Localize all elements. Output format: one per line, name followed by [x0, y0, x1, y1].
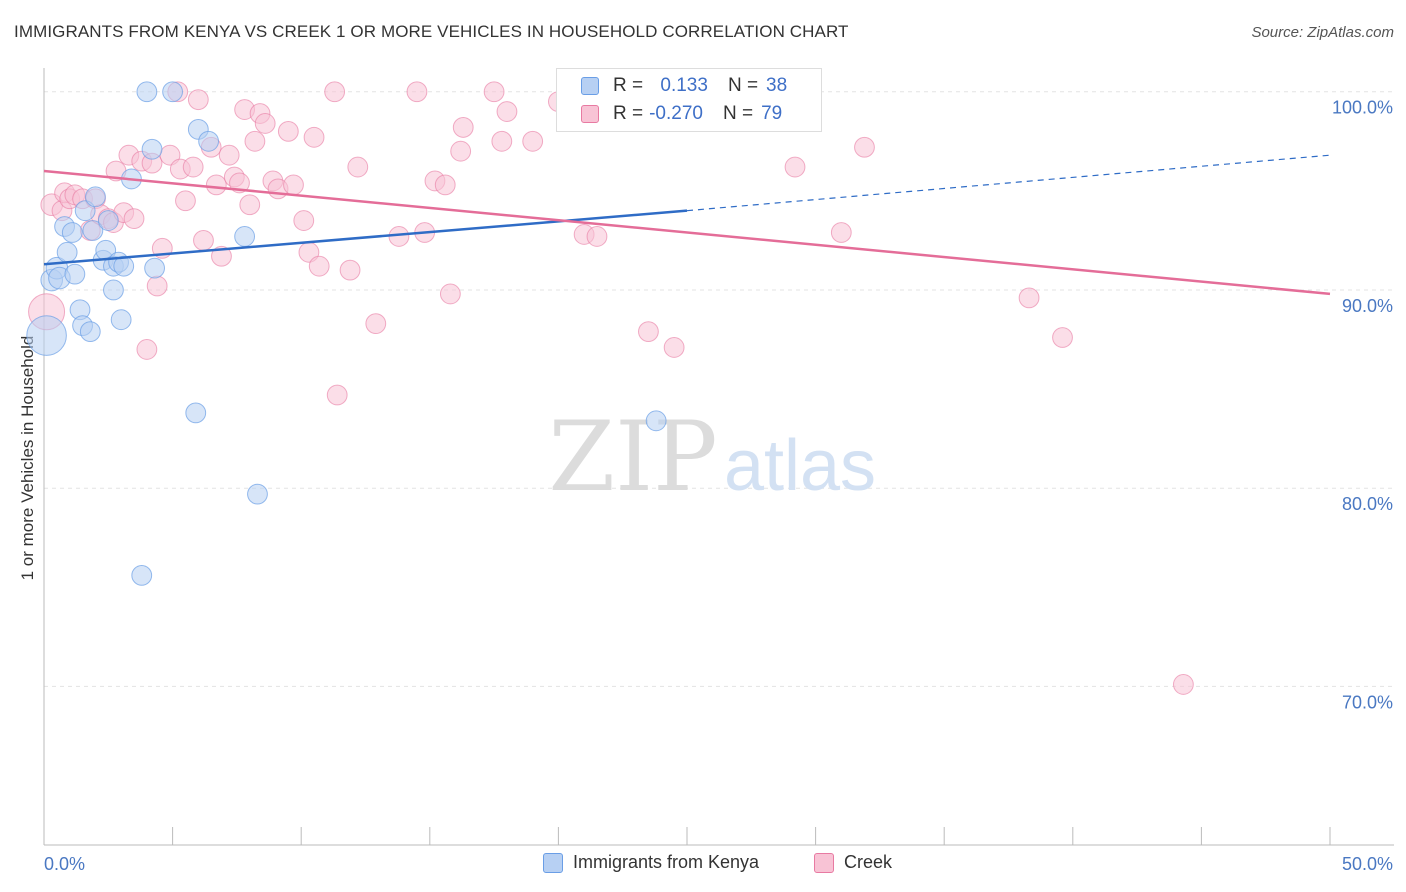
legend-n-value-kenya: 38: [766, 75, 788, 96]
creek-point: [452, 117, 474, 138]
creek-point: [347, 156, 369, 178]
legend-r-label-kenya: R =: [613, 75, 644, 96]
creek-point: [784, 156, 806, 178]
creek-point: [854, 136, 875, 158]
kenya-point: [136, 81, 158, 103]
legend-n-value-creek: 79: [761, 103, 783, 124]
kenya-legend-icon: [543, 852, 563, 873]
series-legend-kenya: Immigrants from Kenya: [543, 852, 759, 873]
kenya-point: [97, 210, 119, 231]
series-name-kenya: Immigrants from Kenya: [573, 852, 760, 872]
kenya-point: [162, 81, 184, 103]
creek-point: [146, 275, 168, 297]
creek-point: [123, 208, 145, 230]
creek-point: [830, 222, 852, 243]
kenya-point: [131, 565, 153, 586]
y-tick-label: 100.0%: [1332, 98, 1393, 118]
kenya-point: [79, 321, 101, 342]
creek-point: [586, 226, 608, 247]
legend-r-label-creek: R =: [613, 103, 644, 124]
kenya-point: [247, 483, 268, 505]
creek-point: [193, 230, 214, 251]
creek-point: [182, 156, 204, 178]
creek-point: [638, 321, 659, 342]
kenya-point: [103, 279, 124, 301]
creek-point: [324, 81, 346, 103]
kenya-point: [56, 241, 78, 263]
creek-point: [205, 174, 227, 196]
creek-point: [434, 174, 456, 196]
kenya-point: [198, 130, 220, 152]
creek-point: [1172, 674, 1194, 695]
creek-point: [483, 81, 505, 103]
creek-point: [1018, 287, 1040, 309]
legend-row-kenya: R = 0.133 N = 38: [581, 72, 787, 100]
watermark-atlas: atlas: [724, 426, 876, 506]
kenya-trendline-extension: [686, 154, 1331, 212]
kenya-point: [141, 138, 163, 160]
creek-point: [1052, 327, 1073, 348]
x-tick-label-max: 50.0%: [1342, 854, 1393, 874]
chart-title: IMMIGRANTS FROM KENYA VS CREEK 1 OR MORE…: [14, 22, 849, 41]
kenya-point: [144, 257, 165, 279]
legend-r-value-kenya: 0.133: [655, 75, 708, 96]
source-credit: Source: ZipAtlas.com: [1251, 24, 1394, 41]
x-tick-label-min: 0.0%: [44, 854, 85, 874]
creek-point: [175, 190, 196, 212]
creek-point: [439, 283, 461, 305]
creek-point: [365, 313, 387, 335]
kenya-point: [82, 220, 104, 241]
kenya-trendline: [43, 209, 688, 266]
creek-point: [308, 255, 330, 277]
legend-n-label-kenya: N =: [727, 75, 759, 96]
creek-point: [211, 245, 232, 267]
y-tick-label: 80.0%: [1342, 494, 1393, 514]
kenya-swatch-icon: [581, 77, 599, 95]
creek-point: [254, 113, 276, 134]
series-name-creek: Creek: [844, 852, 893, 872]
kenya-point: [26, 315, 67, 356]
kenya-point: [113, 255, 135, 277]
creek-point: [293, 210, 315, 231]
creek-point: [522, 130, 544, 152]
creek-point: [496, 101, 518, 122]
creek-trendline: [43, 169, 1331, 296]
creek-point: [326, 384, 348, 406]
correlation-legend: R = 0.133 N = 38 R = -0.270 N = 79: [556, 68, 822, 132]
creek-point: [663, 337, 685, 358]
legend-row-creek: R = -0.270 N = 79: [581, 100, 782, 128]
kenya-point: [64, 263, 86, 285]
kenya-point: [234, 226, 256, 247]
creek-point: [244, 130, 266, 152]
creek-point: [136, 339, 158, 360]
kenya-point: [61, 222, 83, 243]
creek-swatch-icon: [581, 105, 599, 123]
series-legend-creek: Creek: [814, 852, 892, 873]
kenya-point: [185, 402, 207, 424]
creek-point: [339, 259, 361, 281]
watermark-zip: ZIP: [548, 401, 717, 513]
creek-point: [229, 172, 250, 194]
kenya-point: [74, 200, 96, 222]
creek-point: [491, 130, 513, 152]
y-tick-label: 70.0%: [1342, 692, 1393, 712]
legend-r-value-creek: -0.270: [649, 103, 703, 124]
creek-point: [187, 89, 209, 111]
kenya-point: [85, 186, 106, 208]
creek-point: [406, 81, 428, 103]
creek-point: [218, 144, 240, 166]
series-legend: Immigrants from Kenya Creek: [0, 852, 1406, 878]
creek-point: [277, 120, 299, 142]
creek-point: [283, 174, 304, 196]
creek-point: [450, 140, 472, 162]
creek-point: [239, 194, 261, 216]
legend-n-label-creek: N =: [722, 103, 754, 124]
y-tick-label: 90.0%: [1342, 296, 1393, 316]
creek-legend-icon: [814, 852, 834, 873]
creek-point: [303, 126, 325, 148]
kenya-point: [110, 309, 132, 331]
kenya-point: [645, 410, 667, 432]
